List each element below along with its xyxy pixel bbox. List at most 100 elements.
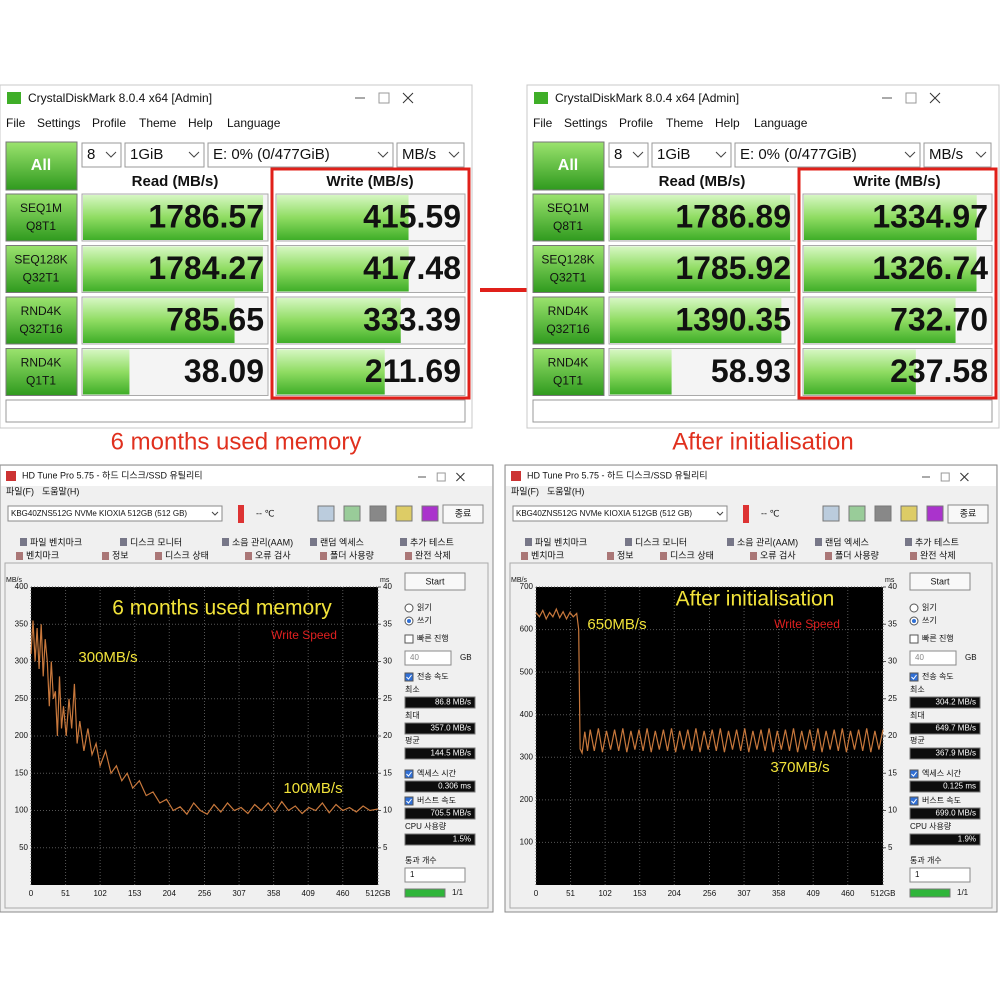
tab-icon	[521, 552, 528, 560]
tab: 오류 검사	[760, 549, 796, 560]
close-button[interactable]	[960, 472, 969, 482]
toolbar-icon[interactable]	[421, 505, 439, 522]
app-icon	[7, 92, 21, 104]
title-bar	[506, 466, 996, 486]
stat-label: 엑세스 시간	[922, 768, 962, 778]
exit-button[interactable]	[947, 504, 989, 524]
checkbox[interactable]	[909, 769, 919, 779]
result-bar	[610, 246, 791, 292]
graph-heading: After initialisation	[676, 588, 835, 611]
exit-button[interactable]	[442, 504, 484, 524]
tab-icon	[320, 552, 327, 560]
radio-dot	[407, 619, 411, 623]
maximize-button[interactable]	[905, 92, 917, 104]
test-button[interactable]	[532, 245, 605, 293]
start-label: Start	[425, 576, 445, 586]
exit-label: 종료	[960, 508, 977, 518]
test-name: SEQ128K	[14, 253, 67, 267]
select-box[interactable]	[396, 142, 465, 168]
all-button[interactable]	[5, 141, 78, 191]
checkbox[interactable]	[909, 796, 919, 806]
y2-tick-label: 20	[888, 731, 897, 740]
stat-value: 649.7 MB/s	[936, 724, 976, 733]
tab-icon	[20, 538, 27, 546]
toolbar-icon[interactable]	[317, 505, 335, 522]
checkbox[interactable]	[404, 672, 414, 682]
y2-tick-label: 30	[383, 657, 392, 666]
all-button[interactable]	[532, 141, 605, 191]
test-queue: Q1T1	[553, 374, 583, 388]
maximize-button[interactable]	[940, 472, 950, 482]
maximize-button[interactable]	[436, 472, 446, 482]
tab-icon	[400, 538, 407, 546]
tab: 완전 삭제	[415, 550, 451, 560]
test-button[interactable]	[5, 193, 78, 242]
test-button[interactable]	[5, 245, 78, 293]
toolbar-icon[interactable]	[874, 505, 892, 522]
stat-box	[404, 807, 476, 820]
radio-button[interactable]	[909, 603, 919, 613]
select-box[interactable]	[124, 142, 205, 168]
close-button[interactable]	[929, 92, 941, 104]
dropdown-arrow	[904, 151, 916, 158]
test-button[interactable]	[532, 296, 605, 345]
status-bar	[5, 399, 466, 423]
start-button[interactable]	[404, 572, 466, 591]
tab-icon	[16, 552, 23, 560]
toolbar-icon[interactable]	[343, 505, 361, 522]
result-bar	[610, 195, 791, 240]
toolbar-icon[interactable]	[848, 505, 866, 522]
test-button[interactable]	[532, 348, 605, 396]
column-header: Read (MB/s)	[659, 173, 746, 190]
x-tick-label: 153	[128, 889, 142, 898]
y-tick-label: 350	[15, 619, 29, 628]
stat-box	[909, 722, 981, 735]
test-name: SEQ128K	[541, 253, 594, 267]
test-button[interactable]	[532, 193, 605, 242]
window-title: HD Tune Pro 5.75 - 하드 디스크/SSD 유틸리티	[527, 470, 708, 480]
toolbar-icon[interactable]	[926, 505, 944, 522]
select-box[interactable]	[81, 142, 122, 168]
select-box[interactable]	[207, 142, 394, 168]
test-queue: Q32T1	[550, 271, 587, 285]
progress-bar	[404, 888, 446, 898]
x-tick-label: 51	[61, 889, 70, 898]
stat-label: 최소	[910, 684, 925, 694]
toolbar-icon[interactable]	[822, 505, 840, 522]
toolbar-icon[interactable]	[900, 505, 918, 522]
select-box[interactable]	[651, 142, 732, 168]
check-mark	[406, 798, 412, 804]
result-bar	[804, 298, 956, 343]
start-button[interactable]	[909, 572, 971, 591]
option-label: 읽기	[922, 603, 937, 612]
tab-icon	[625, 538, 632, 546]
stat-label: 평균	[910, 735, 925, 745]
tab: 오류 검사	[255, 549, 291, 560]
select-box[interactable]	[734, 142, 921, 168]
toolbar-icon[interactable]	[395, 505, 413, 522]
speed-line	[535, 607, 884, 756]
close-button[interactable]	[456, 472, 465, 482]
stat-value: 304.2 MB/s	[936, 698, 976, 707]
maximize-button[interactable]	[378, 92, 390, 104]
toolbar-icon[interactable]	[369, 505, 387, 522]
select-box[interactable]	[608, 142, 649, 168]
option-label: 빠른 진행	[417, 633, 449, 643]
checkbox[interactable]	[404, 796, 414, 806]
stat-box	[404, 747, 476, 760]
result-value: 1785.92	[675, 250, 791, 286]
checkbox[interactable]	[404, 769, 414, 779]
checkbox[interactable]	[909, 672, 919, 682]
checkbox[interactable]	[909, 634, 919, 644]
checkbox[interactable]	[404, 634, 414, 644]
close-button[interactable]	[402, 92, 414, 104]
result-value: 38.09	[184, 353, 264, 389]
test-button[interactable]	[5, 296, 78, 345]
tab: 파일 벤치마크	[30, 536, 82, 547]
result-bar	[804, 246, 977, 292]
temp-icon	[743, 505, 749, 523]
radio-button[interactable]	[404, 603, 414, 613]
test-button[interactable]	[5, 348, 78, 396]
select-box[interactable]	[923, 142, 992, 168]
tab: 디스크 모니터	[635, 537, 687, 547]
